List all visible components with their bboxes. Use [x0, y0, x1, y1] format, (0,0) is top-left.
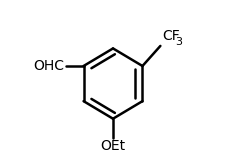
Text: OEt: OEt	[100, 139, 126, 153]
Text: CF: CF	[162, 29, 180, 43]
Text: OHC: OHC	[33, 59, 64, 73]
Text: 3: 3	[176, 37, 182, 47]
